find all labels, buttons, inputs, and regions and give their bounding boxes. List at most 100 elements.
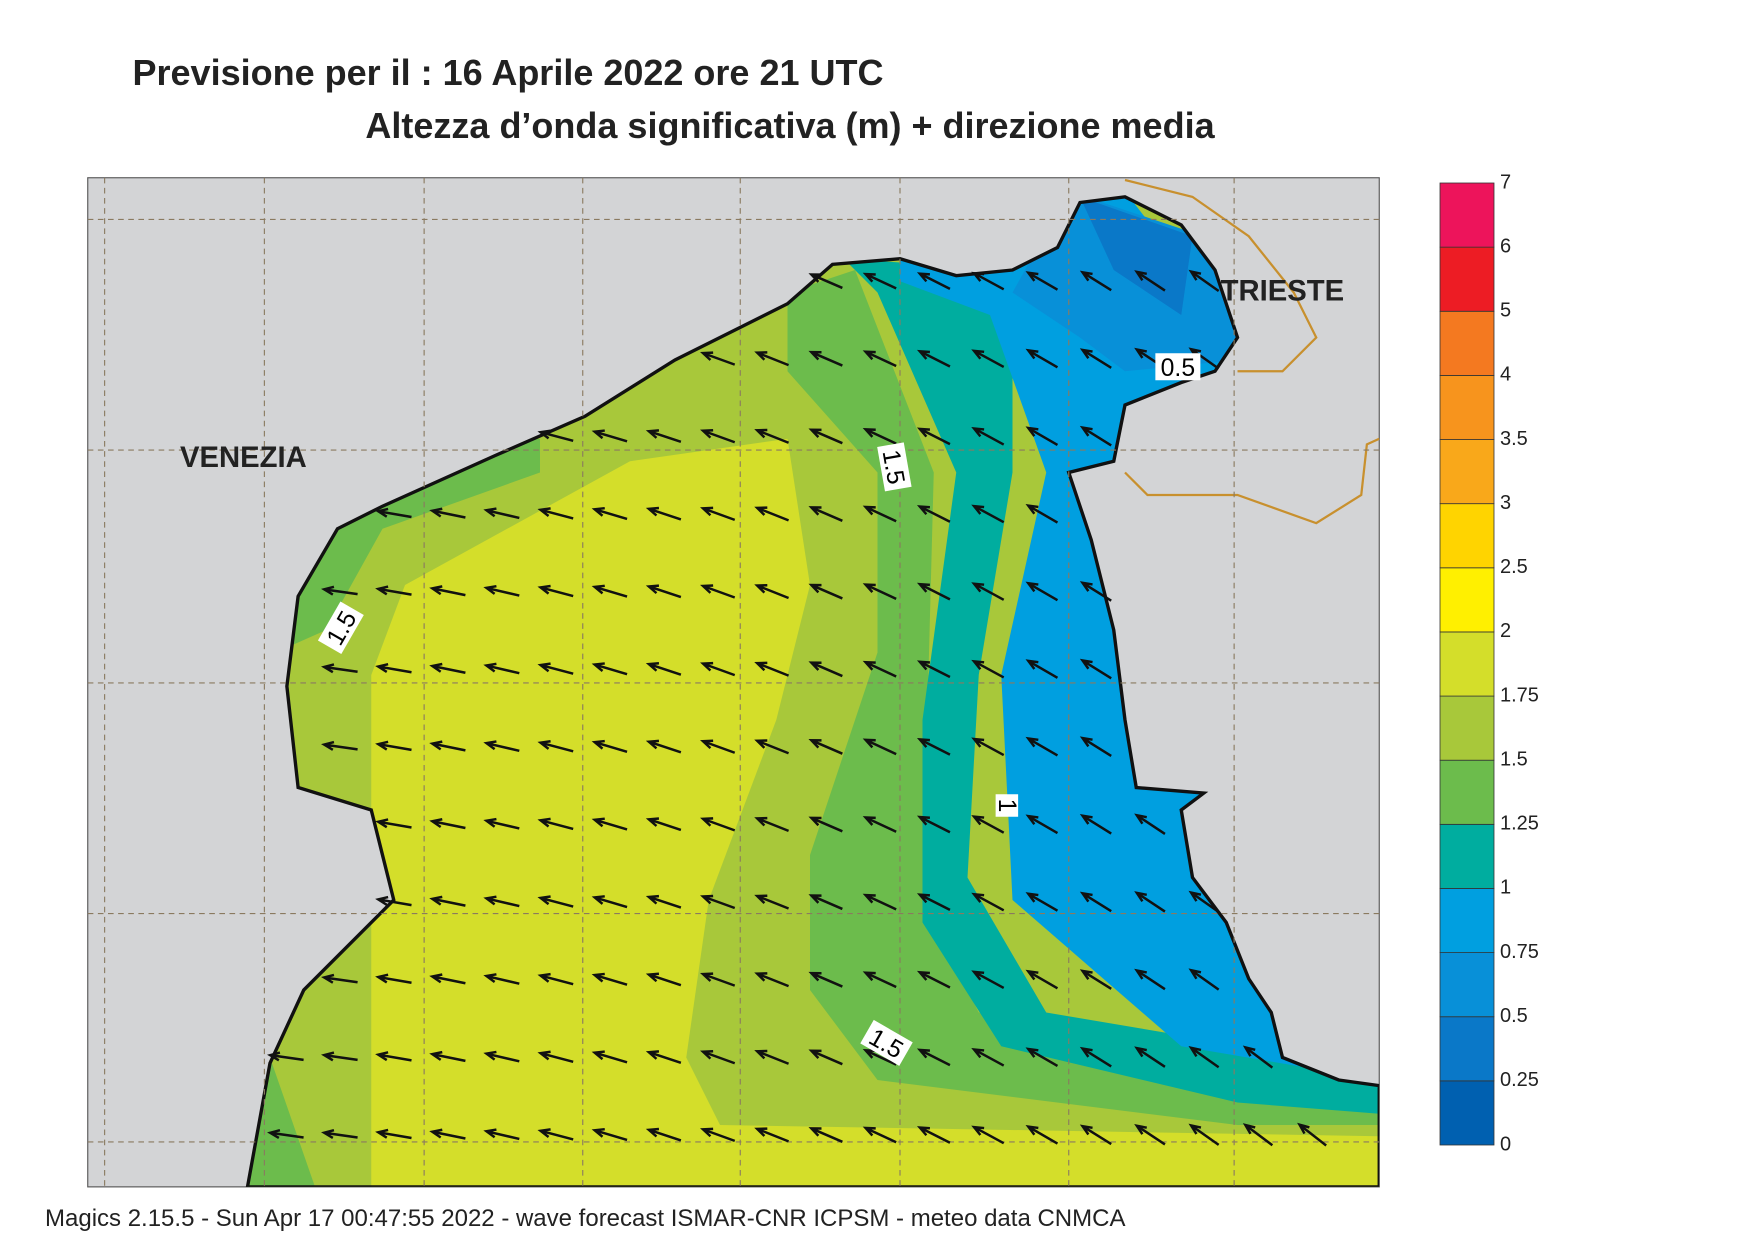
colorbar-label: 0.5	[1500, 1005, 1528, 1027]
arrow	[1297, 1122, 1327, 1147]
arrow	[808, 428, 843, 445]
arrow	[537, 895, 574, 908]
arrow	[321, 1128, 358, 1140]
arrow	[862, 272, 897, 290]
arrow	[591, 739, 628, 753]
arrow	[375, 895, 412, 907]
colorbar-band	[1439, 823, 1495, 889]
arrow	[754, 584, 790, 600]
arrow	[862, 1049, 897, 1066]
arrow	[754, 351, 790, 367]
arrow	[267, 1051, 304, 1062]
contour-label: 0.5	[1161, 355, 1195, 382]
arrow	[1079, 425, 1112, 447]
arrow	[916, 1126, 951, 1144]
arrow	[429, 585, 466, 597]
arrow	[645, 506, 682, 521]
arrow	[1188, 890, 1220, 913]
arrow	[375, 507, 412, 519]
arrow	[1242, 1045, 1274, 1069]
arrow	[1134, 968, 1166, 991]
colorbar-label: 2.5	[1500, 556, 1528, 578]
colorbar-band	[1439, 503, 1495, 569]
arrow	[971, 659, 1005, 679]
arrow	[916, 737, 951, 756]
arrow	[971, 737, 1005, 757]
arrow	[645, 894, 682, 909]
arrow	[591, 662, 628, 676]
arrow	[1188, 1123, 1220, 1146]
arrow	[429, 818, 466, 830]
colorbar-label: 0.25	[1500, 1069, 1539, 1091]
arrow	[483, 895, 520, 908]
colorbar-label: 1.5	[1500, 748, 1528, 770]
arrow	[1025, 969, 1059, 990]
footer: Magics 2.15.5 - Sun Apr 17 00:47:55 2022…	[45, 1205, 1125, 1232]
arrow	[1025, 736, 1059, 757]
arrow	[754, 739, 790, 755]
arrow	[754, 661, 790, 677]
arrow	[700, 428, 736, 444]
arrow	[808, 661, 843, 678]
arrow	[700, 584, 736, 599]
arrow	[754, 972, 790, 988]
colorbar-band	[1439, 310, 1495, 376]
arrow	[1025, 814, 1059, 835]
colorbar-band	[1439, 631, 1495, 697]
arrow	[916, 349, 951, 368]
arrow	[700, 1049, 736, 1065]
arrow	[591, 895, 628, 909]
place-label: VENEZIA	[180, 442, 307, 474]
arrow	[862, 660, 897, 678]
arrow	[971, 271, 1005, 291]
arrow	[862, 428, 897, 445]
arrow	[1079, 270, 1112, 292]
arrow	[808, 350, 843, 367]
colorbar-band	[1439, 952, 1495, 1018]
arrow	[1079, 1124, 1112, 1146]
arrow	[862, 583, 897, 601]
colorbar-band	[1439, 439, 1495, 505]
colorbar-label: 1	[1500, 877, 1511, 899]
arrow	[375, 1051, 412, 1062]
arrow	[1242, 1123, 1274, 1147]
arrow	[1134, 1124, 1166, 1146]
colorbar-band	[1439, 1016, 1495, 1082]
arrow	[1025, 581, 1059, 602]
arrow	[1079, 736, 1112, 757]
arrow	[429, 973, 466, 985]
arrow	[916, 815, 951, 834]
arrow	[1079, 969, 1112, 990]
arrow	[1079, 658, 1112, 680]
arrow	[1134, 813, 1166, 835]
arrow	[645, 739, 682, 754]
place-label: TRIESTE	[1221, 275, 1345, 307]
arrow	[862, 738, 897, 756]
arrow	[375, 740, 412, 752]
colorbar-label: 0	[1500, 1133, 1511, 1155]
arrow	[971, 1047, 1005, 1067]
arrow	[1025, 348, 1059, 369]
arrow	[700, 739, 736, 754]
arrow	[429, 740, 466, 752]
arrow	[700, 506, 736, 522]
arrow	[483, 973, 520, 985]
arrow	[1134, 1046, 1166, 1068]
arrow	[645, 817, 682, 832]
arrow	[591, 506, 628, 521]
arrow	[862, 816, 897, 833]
arrow	[483, 507, 520, 520]
arrow	[1188, 968, 1220, 991]
arrow	[591, 972, 628, 986]
arrow	[1079, 891, 1112, 913]
arrow	[321, 663, 358, 674]
contour-label: 1	[993, 799, 1020, 813]
title-line1: Previsione per il : 16 Aprile 2022 ore 2…	[133, 52, 884, 93]
arrow	[916, 660, 951, 679]
arrow	[808, 894, 843, 911]
arrow	[1079, 814, 1112, 835]
arrow	[700, 661, 736, 677]
arrow	[916, 970, 951, 989]
colorbar-band	[1439, 888, 1495, 954]
